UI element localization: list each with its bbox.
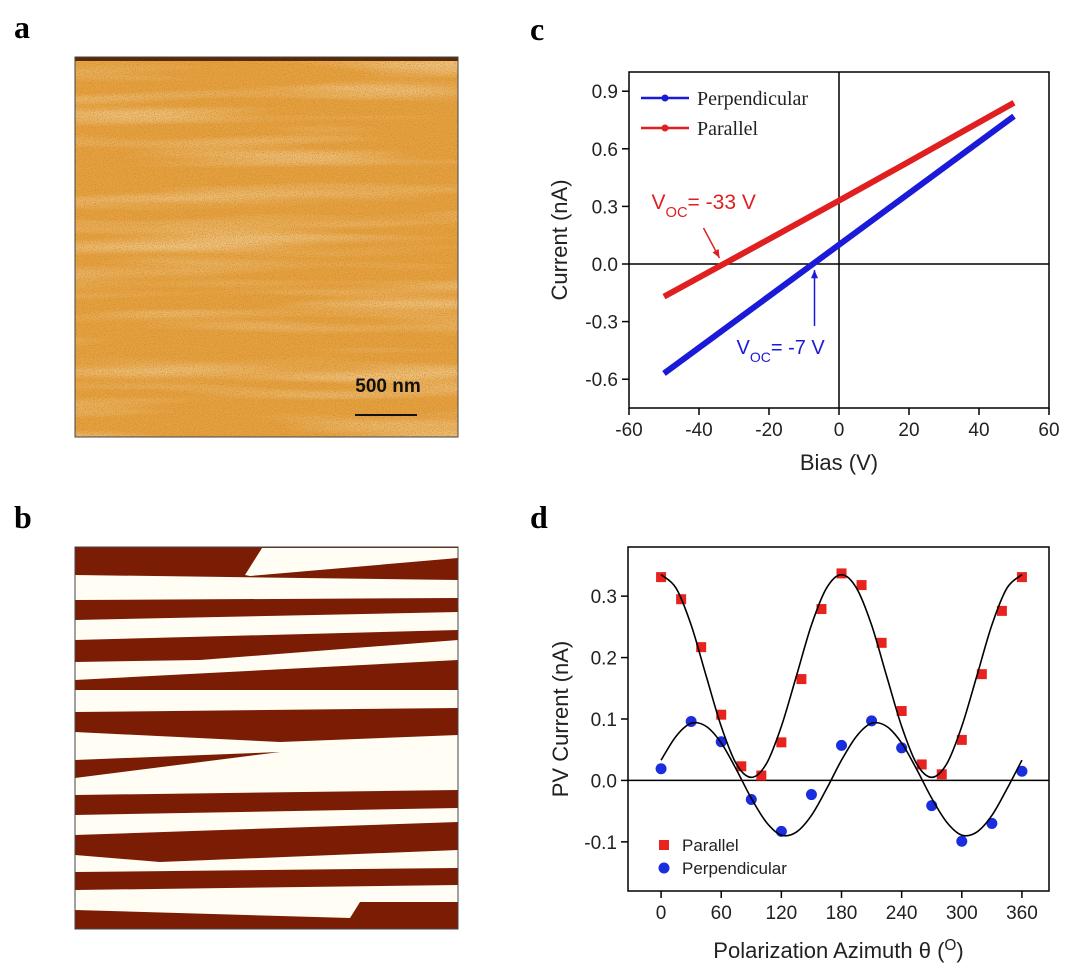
pfm-image [74,546,459,930]
series-line [662,100,1016,300]
x-tick-label: 60 [1038,420,1059,441]
panel-label: a [14,9,30,45]
arrow-head [810,270,819,279]
y-tick-label: 0.0 [592,255,618,276]
marker [736,761,747,772]
marker [896,742,908,754]
text-part: Polarization Azimuth θ ( [713,938,945,963]
text-part: = -33 V [688,191,756,214]
marker [776,737,787,748]
marker [976,669,987,680]
marker [756,770,767,781]
y-axis-label: Current (nA) [547,179,572,300]
x-tick-label: 180 [826,903,858,924]
x-tick-label: -40 [685,420,712,441]
marker [996,605,1007,616]
legend-dot [661,124,669,132]
text-part: V [652,191,666,214]
panel-label: d [530,499,548,535]
panel-label: c [530,11,544,47]
marker [805,789,817,801]
y-tick-label: 0.0 [591,771,617,792]
x-tick-label: 0 [656,903,667,924]
series-line [660,573,1023,779]
x-tick-label: 60 [711,903,732,924]
superscript: O [944,937,956,954]
x-tick-label: 40 [968,420,989,441]
y-tick-label: 0.2 [591,649,617,670]
marker [956,734,967,745]
marker [655,763,667,775]
marker [716,709,727,720]
y-tick-label: 0.6 [592,140,618,161]
y-tick-label: 0.3 [592,197,618,218]
marker [836,568,847,579]
text-part: ) [956,938,963,963]
afm-image [74,56,459,438]
legend-marker [658,862,670,874]
x-tick-label: -60 [615,420,642,441]
marker [956,835,968,847]
marker [896,706,907,717]
x-tick-label: 240 [886,903,918,924]
legend-label: Parallel [682,836,739,855]
scale-bar-label: 500 nm [355,376,420,397]
subscript: OC [750,349,771,365]
series-line [662,113,1016,376]
arrow-head [712,249,720,258]
y-tick-label: -0.6 [585,370,618,391]
y-tick-label: 0.9 [592,82,618,103]
x-tick-label: -20 [755,420,782,441]
series-line [660,721,1023,837]
legend-marker [659,840,669,850]
legend-label: Perpendicular [697,88,808,110]
marker [876,637,887,648]
marker [1016,572,1027,583]
marker [836,739,848,751]
marker [796,674,807,685]
x-tick-label: 360 [1006,903,1038,924]
marker [1016,765,1028,777]
y-tick-label: -0.1 [584,833,617,854]
marker [856,580,867,591]
legend-label: Perpendicular [682,859,787,878]
marker [936,769,947,780]
marker [816,604,827,615]
y-tick-label: 0.3 [591,587,617,608]
x-tick-label: 120 [766,903,798,924]
annotation: VOC= -7 V [737,337,826,365]
y-tick-label: -0.3 [585,313,618,334]
panel-label: b [14,499,32,535]
annotation: VOC= -33 V [652,191,756,221]
y-axis-label: PV Current (nA) [548,641,573,798]
marker [986,817,998,829]
x-tick-label: 300 [946,903,978,924]
marker [866,715,878,727]
x-tick-label: 0 [834,420,845,441]
x-axis-label: Polarization Azimuth θ (O) [713,937,963,964]
subscript: OC [666,205,688,221]
x-axis-label: Bias (V) [800,450,878,475]
y-tick-label: 0.1 [591,710,617,731]
text-part: V [737,337,751,359]
marker [916,759,927,770]
x-tick-label: 20 [898,420,919,441]
marker [656,572,667,583]
legend-label: Parallel [697,118,759,140]
marker [696,642,707,653]
legend-dot [661,94,669,102]
text-part: = -7 V [771,337,826,359]
